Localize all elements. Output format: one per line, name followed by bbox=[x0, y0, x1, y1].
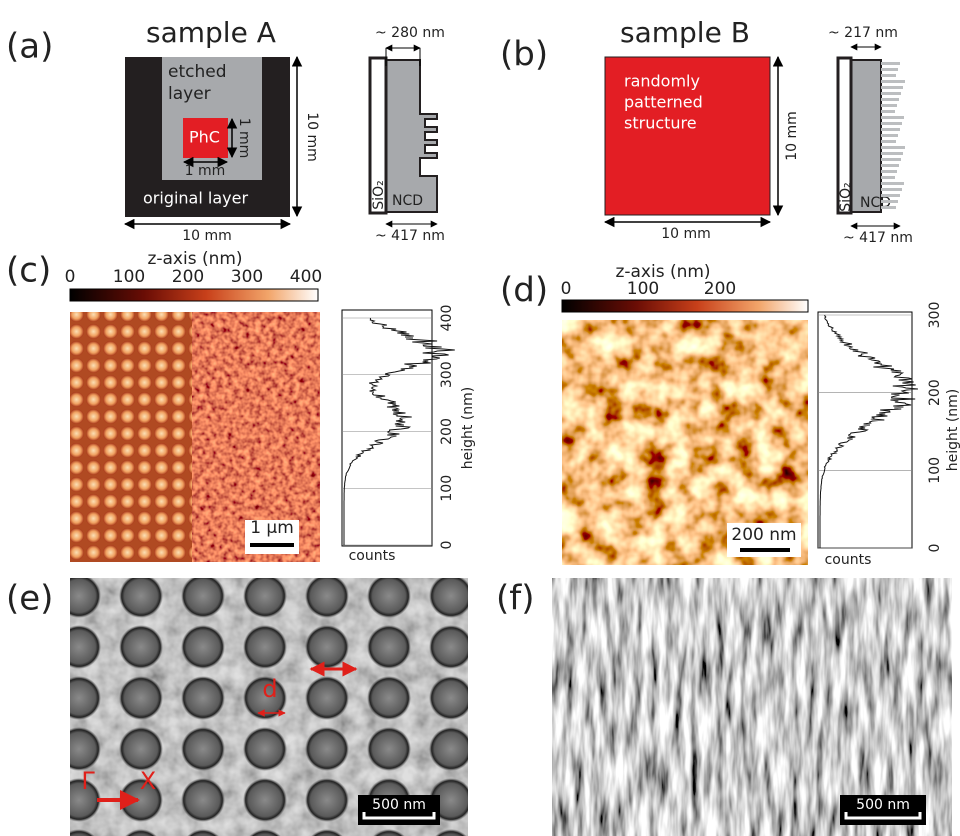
panel-label: (e) bbox=[6, 579, 53, 619]
colorbar-tick-label: 0 bbox=[561, 279, 572, 299]
region-label: structure bbox=[624, 114, 697, 133]
dimension-label: 1 mm bbox=[236, 118, 252, 159]
panel-title: sample B bbox=[620, 16, 750, 49]
colorbar bbox=[562, 300, 808, 312]
nanostructure bbox=[881, 62, 900, 65]
dimension-label: 1 mm bbox=[185, 163, 226, 179]
nanostructure bbox=[881, 170, 897, 173]
nanostructure bbox=[881, 110, 895, 113]
dimension-label: 10 mm bbox=[661, 226, 711, 242]
nanostructure bbox=[881, 206, 896, 209]
y-tick-label: 100 bbox=[439, 475, 455, 502]
film bbox=[386, 60, 437, 212]
nanostructure bbox=[881, 86, 903, 89]
y-tick-label: 300 bbox=[439, 361, 455, 388]
panel-label: (b) bbox=[500, 35, 548, 75]
region-label: PhC bbox=[189, 128, 220, 147]
colorbar bbox=[70, 289, 318, 301]
dimension-label: ~ 417 nm bbox=[375, 228, 445, 244]
y-tick-label: 300 bbox=[927, 302, 943, 329]
region-label: etched bbox=[168, 62, 227, 82]
scale-bar-label: 500 nm bbox=[856, 797, 910, 813]
colorbar-tick-label: 100 bbox=[113, 267, 145, 287]
dimension-label: ~ 417 nm bbox=[843, 230, 913, 246]
layer-label: SiO₂ bbox=[371, 180, 387, 209]
y-tick-label: 0 bbox=[439, 541, 455, 550]
x-axis-label: counts bbox=[349, 548, 396, 564]
nanostructure bbox=[881, 182, 904, 185]
dimension-label: ~ 217 nm bbox=[828, 25, 898, 41]
layer-label: SiO₂ bbox=[838, 182, 854, 211]
y-axis-label: height (nm) bbox=[945, 389, 960, 472]
y-tick-label: 400 bbox=[439, 305, 455, 332]
colorbar-tick-label: 100 bbox=[627, 279, 659, 299]
colorbar-title: z-axis (nm) bbox=[147, 249, 242, 269]
colorbar-tick-label: 0 bbox=[65, 267, 76, 287]
figure: (a) sample A etched layer PhC 1 mm 1 mm … bbox=[0, 0, 960, 836]
panel-title: sample A bbox=[146, 16, 276, 49]
dimension-label: 10 mm bbox=[304, 112, 320, 162]
nanostructure bbox=[881, 176, 895, 179]
symmetry-point: Γ bbox=[81, 767, 95, 795]
panel-label: (f) bbox=[496, 579, 535, 619]
scale-bar-label: 200 nm bbox=[731, 525, 796, 545]
nanostructure bbox=[881, 164, 899, 167]
colorbar-tick-label: 300 bbox=[231, 267, 263, 287]
colorbar-tick-label: 200 bbox=[704, 279, 736, 299]
nanostructure bbox=[881, 194, 900, 197]
region-label: layer bbox=[168, 84, 211, 104]
nanostructure bbox=[881, 158, 901, 161]
x-axis-label: counts bbox=[825, 552, 872, 568]
colorbar-tick-label: 200 bbox=[172, 267, 204, 287]
y-tick-label: 200 bbox=[439, 418, 455, 445]
nanostructure bbox=[881, 116, 904, 119]
y-tick-label: 0 bbox=[927, 544, 943, 553]
scale-bar-label: 1 µm bbox=[250, 518, 294, 538]
histogram-frame bbox=[342, 310, 432, 546]
dimension-label: 10 mm bbox=[784, 111, 800, 161]
dimension-label: 10 mm bbox=[182, 228, 232, 244]
nanostructure bbox=[881, 92, 901, 95]
nanostructure bbox=[881, 200, 898, 203]
scale-bar-label: 500 nm bbox=[372, 797, 426, 813]
y-axis-label: height (nm) bbox=[460, 387, 476, 470]
nanostructure bbox=[881, 122, 902, 125]
nanostructure bbox=[881, 80, 905, 83]
region-label: patterned bbox=[624, 93, 703, 112]
nanostructure bbox=[881, 98, 899, 101]
dimension-label: ~ 280 nm bbox=[375, 25, 445, 41]
phc-lattice bbox=[70, 312, 192, 562]
panel-label: (d) bbox=[500, 271, 548, 311]
nanostructure bbox=[881, 134, 898, 137]
symmetry-point: X bbox=[140, 767, 156, 795]
colorbar-tick-label: 400 bbox=[290, 267, 322, 287]
panel-label: (a) bbox=[6, 27, 53, 67]
nanostructure bbox=[881, 140, 896, 143]
nanostructure bbox=[881, 188, 902, 191]
nanostructure bbox=[881, 128, 900, 131]
region-label: original layer bbox=[143, 189, 248, 208]
nanostructure bbox=[881, 104, 897, 107]
nanostructure bbox=[881, 146, 905, 149]
nanostructure bbox=[881, 74, 896, 77]
y-tick-label: 200 bbox=[927, 379, 943, 406]
film bbox=[851, 60, 881, 212]
layer-label: NCD bbox=[392, 193, 423, 209]
nanostructure bbox=[881, 68, 898, 71]
region-label: randomly bbox=[624, 72, 700, 91]
y-tick-label: 100 bbox=[927, 457, 943, 484]
spacing-label: d bbox=[262, 675, 277, 703]
nanostructure bbox=[881, 152, 903, 155]
panel-label: (c) bbox=[6, 251, 51, 291]
